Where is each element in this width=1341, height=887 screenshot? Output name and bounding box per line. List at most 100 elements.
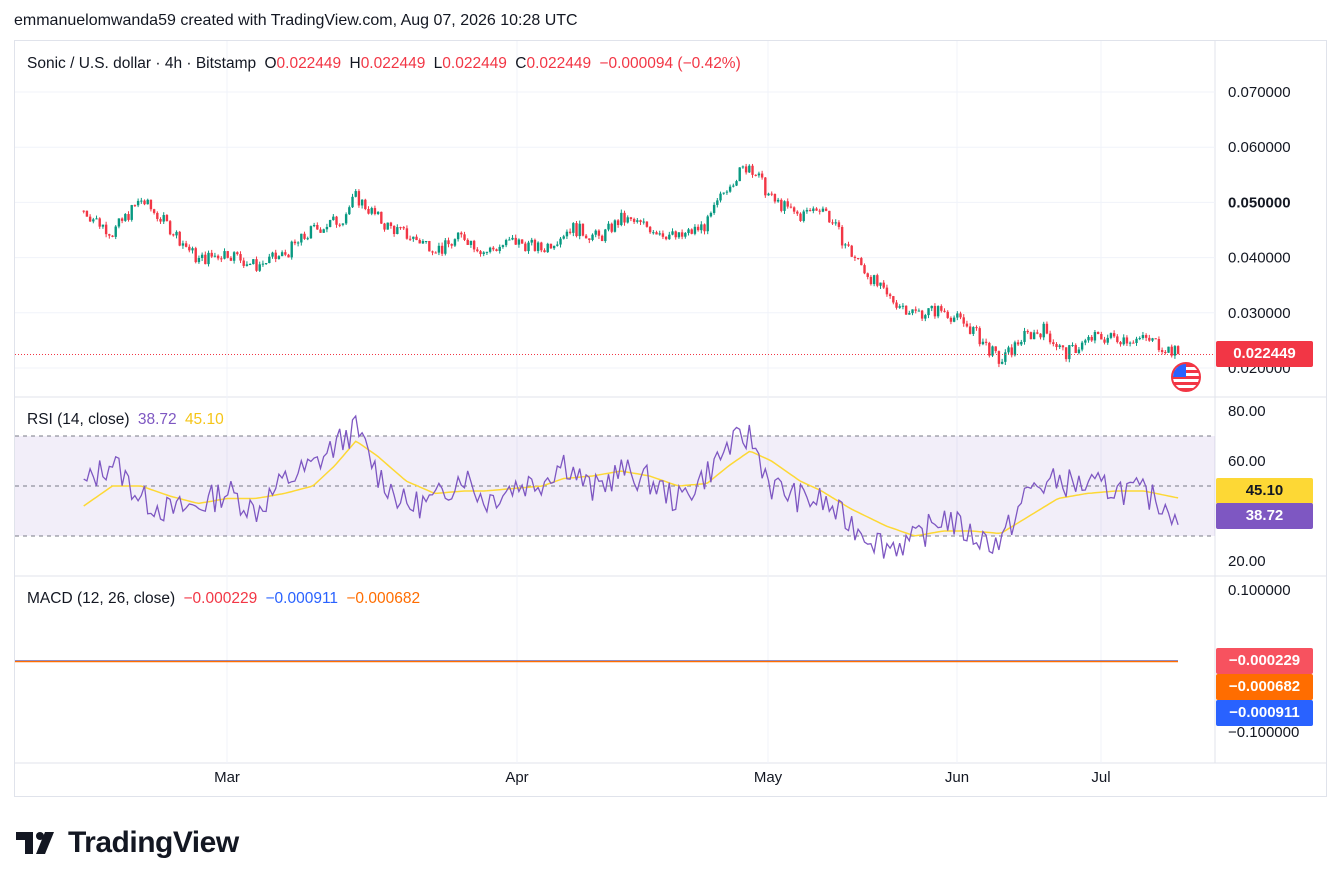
candle-body: [690, 229, 693, 234]
candle-body: [1103, 339, 1106, 343]
macd-title[interactable]: MACD (12, 26, close): [27, 590, 176, 607]
candle-body: [1080, 342, 1084, 350]
candle-body: [127, 214, 130, 220]
candle-body: [732, 185, 735, 187]
candle-body: [328, 220, 332, 227]
candle-body: [466, 239, 469, 245]
macd-legend: MACD (12, 26, close) −0.000229 −0.000911…: [27, 590, 424, 608]
candle-body: [658, 233, 661, 235]
us-flag-icon[interactable]: [1171, 362, 1201, 392]
candle-body: [1167, 346, 1170, 353]
candle-body: [101, 224, 105, 227]
candle-body: [108, 234, 111, 236]
tradingview-logo-icon: [16, 832, 54, 854]
candle-body: [636, 220, 639, 222]
rsi-title[interactable]: RSI (14, close): [27, 411, 130, 428]
price-tick-label: 0.050000: [1228, 194, 1291, 211]
candle-body: [274, 252, 277, 259]
candle-body: [956, 313, 959, 318]
time-tick-label: Jun: [945, 769, 969, 786]
candle-body: [799, 213, 802, 221]
candle-body: [1144, 335, 1148, 338]
candle-body: [1042, 323, 1045, 338]
candle-body: [687, 229, 690, 234]
candle-body: [975, 327, 978, 329]
candle-body: [284, 252, 287, 255]
candle-body: [152, 209, 156, 213]
candle-body: [556, 244, 559, 246]
open-value: 0.022449: [276, 55, 342, 72]
macd-tick-label: 0.100000: [1228, 582, 1291, 599]
high-key: H: [349, 55, 361, 72]
candle-body: [1010, 347, 1013, 356]
candle-body: [1112, 333, 1116, 337]
candle-body: [495, 249, 498, 251]
candle-body: [972, 327, 975, 334]
candle-body: [149, 199, 153, 210]
rsi-tick-label: 20.00: [1228, 553, 1266, 570]
candle-body: [904, 305, 908, 315]
candle-body: [220, 258, 223, 260]
candle-body: [837, 222, 841, 227]
candle-body: [1058, 345, 1061, 348]
candle-body: [652, 232, 655, 234]
tradingview-logo[interactable]: TradingView: [16, 826, 239, 860]
candle-body: [1173, 346, 1177, 356]
candle-body: [271, 252, 274, 257]
low-key: L: [433, 55, 443, 72]
candle-body: [408, 238, 412, 240]
price-tag: 0.022449: [1216, 341, 1313, 367]
macd-line-tag: −0.000911: [1216, 700, 1313, 726]
candle-body: [1164, 351, 1167, 353]
time-tick-label: May: [754, 769, 783, 786]
candle-body: [1119, 342, 1122, 345]
time-tick-label: Mar: [214, 769, 240, 786]
candle-body: [360, 199, 364, 206]
candle-body: [949, 317, 953, 322]
candle-body: [1036, 332, 1039, 334]
candle-body: [104, 224, 108, 235]
candle-body: [396, 227, 399, 235]
candle-body: [373, 208, 377, 214]
candle-body: [575, 223, 578, 237]
candle-body: [719, 193, 722, 201]
candle-body: [197, 257, 201, 263]
candle-body: [434, 252, 437, 254]
candle-body: [818, 210, 821, 212]
candle-body: [239, 254, 242, 261]
candle-body: [501, 245, 505, 247]
candle-body: [1125, 337, 1129, 344]
chart-frame[interactable]: [14, 40, 1327, 797]
candle-body: [1026, 330, 1029, 333]
rsi-tick-label: 60.00: [1228, 453, 1266, 470]
candle-body: [488, 247, 492, 252]
candle-body: [463, 234, 466, 240]
candle-body: [172, 234, 175, 236]
candle-body: [268, 256, 271, 264]
candle-body: [168, 221, 172, 235]
candle-body: [924, 315, 927, 319]
candle-body: [226, 251, 229, 258]
candle-body: [1084, 340, 1087, 343]
candle-body: [901, 305, 905, 307]
candle-body: [82, 210, 85, 212]
candle-body: [405, 228, 409, 239]
chart-caption: emmanuelomwanda59 created with TradingVi…: [14, 12, 578, 29]
candle-body: [1109, 333, 1113, 338]
candle-body: [540, 242, 543, 251]
candle-body: [357, 191, 361, 206]
candle-body: [607, 223, 610, 230]
candle-body: [994, 346, 997, 352]
candle-body: [927, 308, 930, 316]
candle-body: [716, 200, 719, 205]
candle-body: [700, 224, 703, 231]
candle-body: [831, 222, 834, 224]
candle-body: [738, 167, 741, 182]
price-tick-label: 0.030000: [1228, 305, 1291, 322]
symbol-label[interactable]: Sonic / U.S. dollar · 4h · Bitstamp: [27, 55, 257, 72]
candle-body: [655, 232, 658, 235]
candle-body: [1061, 345, 1065, 348]
candle-body: [712, 204, 716, 213]
candle-body: [476, 249, 479, 252]
